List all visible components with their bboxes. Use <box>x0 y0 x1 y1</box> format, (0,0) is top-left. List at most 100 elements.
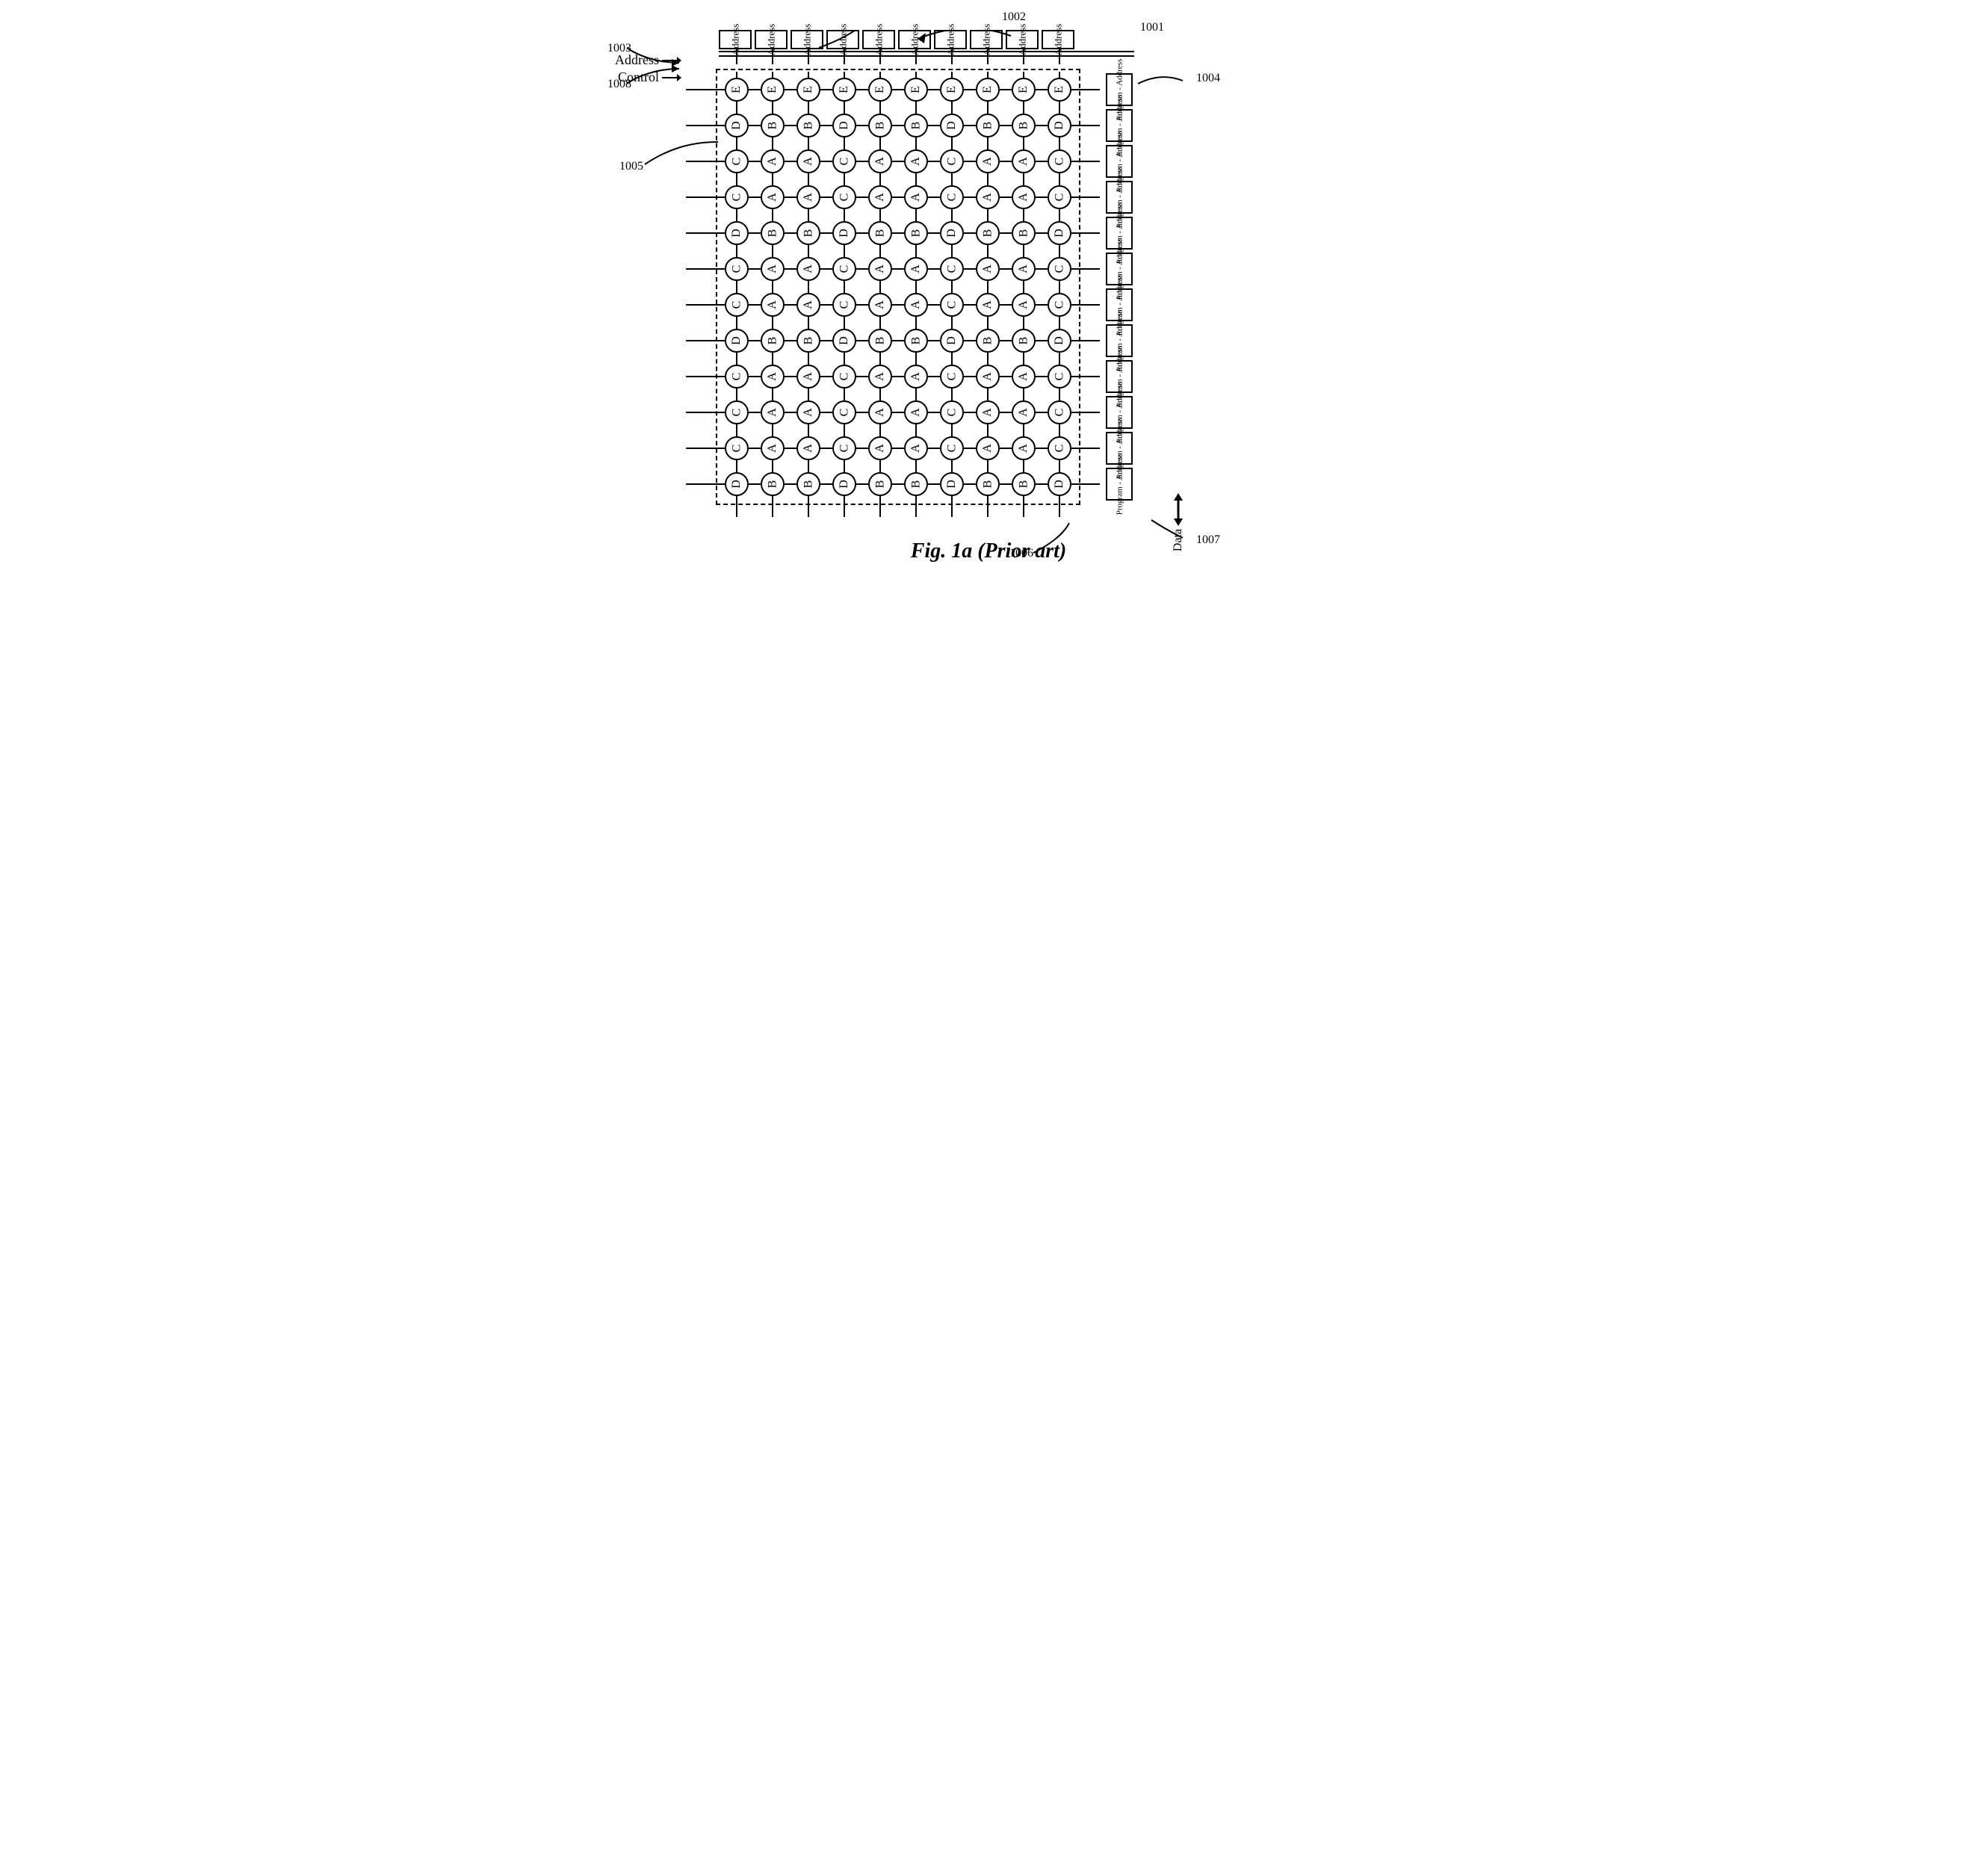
grid-node: A <box>761 185 785 209</box>
grid-cell: C <box>934 251 970 287</box>
grid-node: E <box>796 78 820 102</box>
grid-node: D <box>832 329 856 353</box>
grid-cell: B <box>791 108 826 143</box>
grid-cell: E <box>970 72 1006 108</box>
grid-cell: B <box>970 323 1006 359</box>
grid-cell: B <box>862 215 898 251</box>
grid-cell: B <box>970 108 1006 143</box>
grid-row: CAACAACAAC <box>686 359 1100 394</box>
grid-node: B <box>761 472 785 496</box>
grid-node: C <box>832 149 856 173</box>
grid-node: C <box>1048 400 1071 424</box>
address-box: Address <box>934 30 967 49</box>
grid-node: E <box>1012 78 1036 102</box>
grid-cell: A <box>791 251 826 287</box>
grid-node: A <box>868 257 892 281</box>
grid-node: A <box>761 293 785 317</box>
grid-node: C <box>832 365 856 388</box>
grid-node: A <box>904 400 928 424</box>
grid-row: CAACAACAAC <box>686 143 1100 179</box>
grid-node: C <box>725 293 749 317</box>
grid-cell: B <box>898 466 934 502</box>
grid-node: D <box>725 221 749 245</box>
grid-area: EEEEEEEEEEDBBDBBDBBDCAACAACAACCAACAACAAC… <box>686 72 1100 502</box>
grid-cell: C <box>1042 359 1077 394</box>
grid-node: A <box>904 149 928 173</box>
grid-node: E <box>725 78 749 102</box>
grid-node: D <box>940 114 964 137</box>
column-tails <box>686 502 1100 517</box>
grid-cell: A <box>862 430 898 466</box>
grid-node: A <box>761 436 785 460</box>
grid-cell: A <box>970 143 1006 179</box>
grid-node: B <box>796 114 820 137</box>
grid-node: D <box>1048 472 1071 496</box>
grid-cell: A <box>970 394 1006 430</box>
grid-node: C <box>940 365 964 388</box>
grid-row: CAACAACAAC <box>686 430 1100 466</box>
address-box: Address <box>1042 30 1074 49</box>
grid-cell: B <box>1006 215 1042 251</box>
grid-node: A <box>761 149 785 173</box>
grid-node: C <box>832 293 856 317</box>
grid-node: B <box>761 329 785 353</box>
grid-cell: C <box>1042 394 1077 430</box>
grid-cell: D <box>826 466 862 502</box>
grid-node: A <box>976 257 1000 281</box>
grid-cell: C <box>1042 251 1077 287</box>
grid-cell: A <box>1006 251 1042 287</box>
grid-cell: D <box>934 323 970 359</box>
grid-cell: A <box>1006 287 1042 323</box>
grid-node: C <box>1048 293 1071 317</box>
grid-node: A <box>1012 149 1036 173</box>
grid-node: C <box>832 185 856 209</box>
grid-cell: A <box>862 143 898 179</box>
ref-1006: 1006 <box>1009 547 1033 560</box>
grid-cell: C <box>826 143 862 179</box>
grid-cell: A <box>755 251 791 287</box>
grid-row: EEEEEEEEEE <box>686 72 1100 108</box>
grid-node: C <box>1048 149 1071 173</box>
grid-node: A <box>796 185 820 209</box>
grid-node: E <box>940 78 964 102</box>
grid-cell: B <box>1006 108 1042 143</box>
grid-node: D <box>1048 329 1071 353</box>
ref-1002: 1002 <box>1002 10 1026 24</box>
grid-cell: B <box>898 108 934 143</box>
top-address-row: AddressAddressAddressAddressAddressAddre… <box>686 30 1100 49</box>
grid-row: DBBDBBDBBD <box>686 323 1100 359</box>
grid-cell: A <box>1006 359 1042 394</box>
grid-cell: A <box>791 143 826 179</box>
grid-cell: E <box>826 72 862 108</box>
grid-node: D <box>832 221 856 245</box>
grid-node: A <box>1012 257 1036 281</box>
grid-node: C <box>1048 365 1071 388</box>
grid-row: DBBDBBDBBD <box>686 466 1100 502</box>
grid-node: B <box>868 114 892 137</box>
grid-node: A <box>868 365 892 388</box>
grid-node: A <box>868 293 892 317</box>
grid-node: B <box>796 329 820 353</box>
address-box: Address <box>898 30 931 49</box>
grid-row: CAACAACAAC <box>686 251 1100 287</box>
grid-node: D <box>940 221 964 245</box>
grid-cell: D <box>1042 323 1077 359</box>
grid-node: B <box>976 114 1000 137</box>
grid-node: A <box>976 436 1000 460</box>
grid-cell: E <box>934 72 970 108</box>
grid-cell: A <box>862 287 898 323</box>
grid-node: C <box>940 185 964 209</box>
grid-cell: A <box>1006 430 1042 466</box>
grid-node: E <box>832 78 856 102</box>
grid-node: B <box>904 329 928 353</box>
grid-cell: A <box>791 394 826 430</box>
grid-node: A <box>904 365 928 388</box>
grid-cell: B <box>755 108 791 143</box>
grid-cell: D <box>719 466 755 502</box>
grid-cell: A <box>1006 179 1042 215</box>
grid-node: C <box>725 436 749 460</box>
grid-cell: A <box>755 143 791 179</box>
grid-node: B <box>976 221 1000 245</box>
grid-node: A <box>976 149 1000 173</box>
grid-cell: C <box>934 143 970 179</box>
